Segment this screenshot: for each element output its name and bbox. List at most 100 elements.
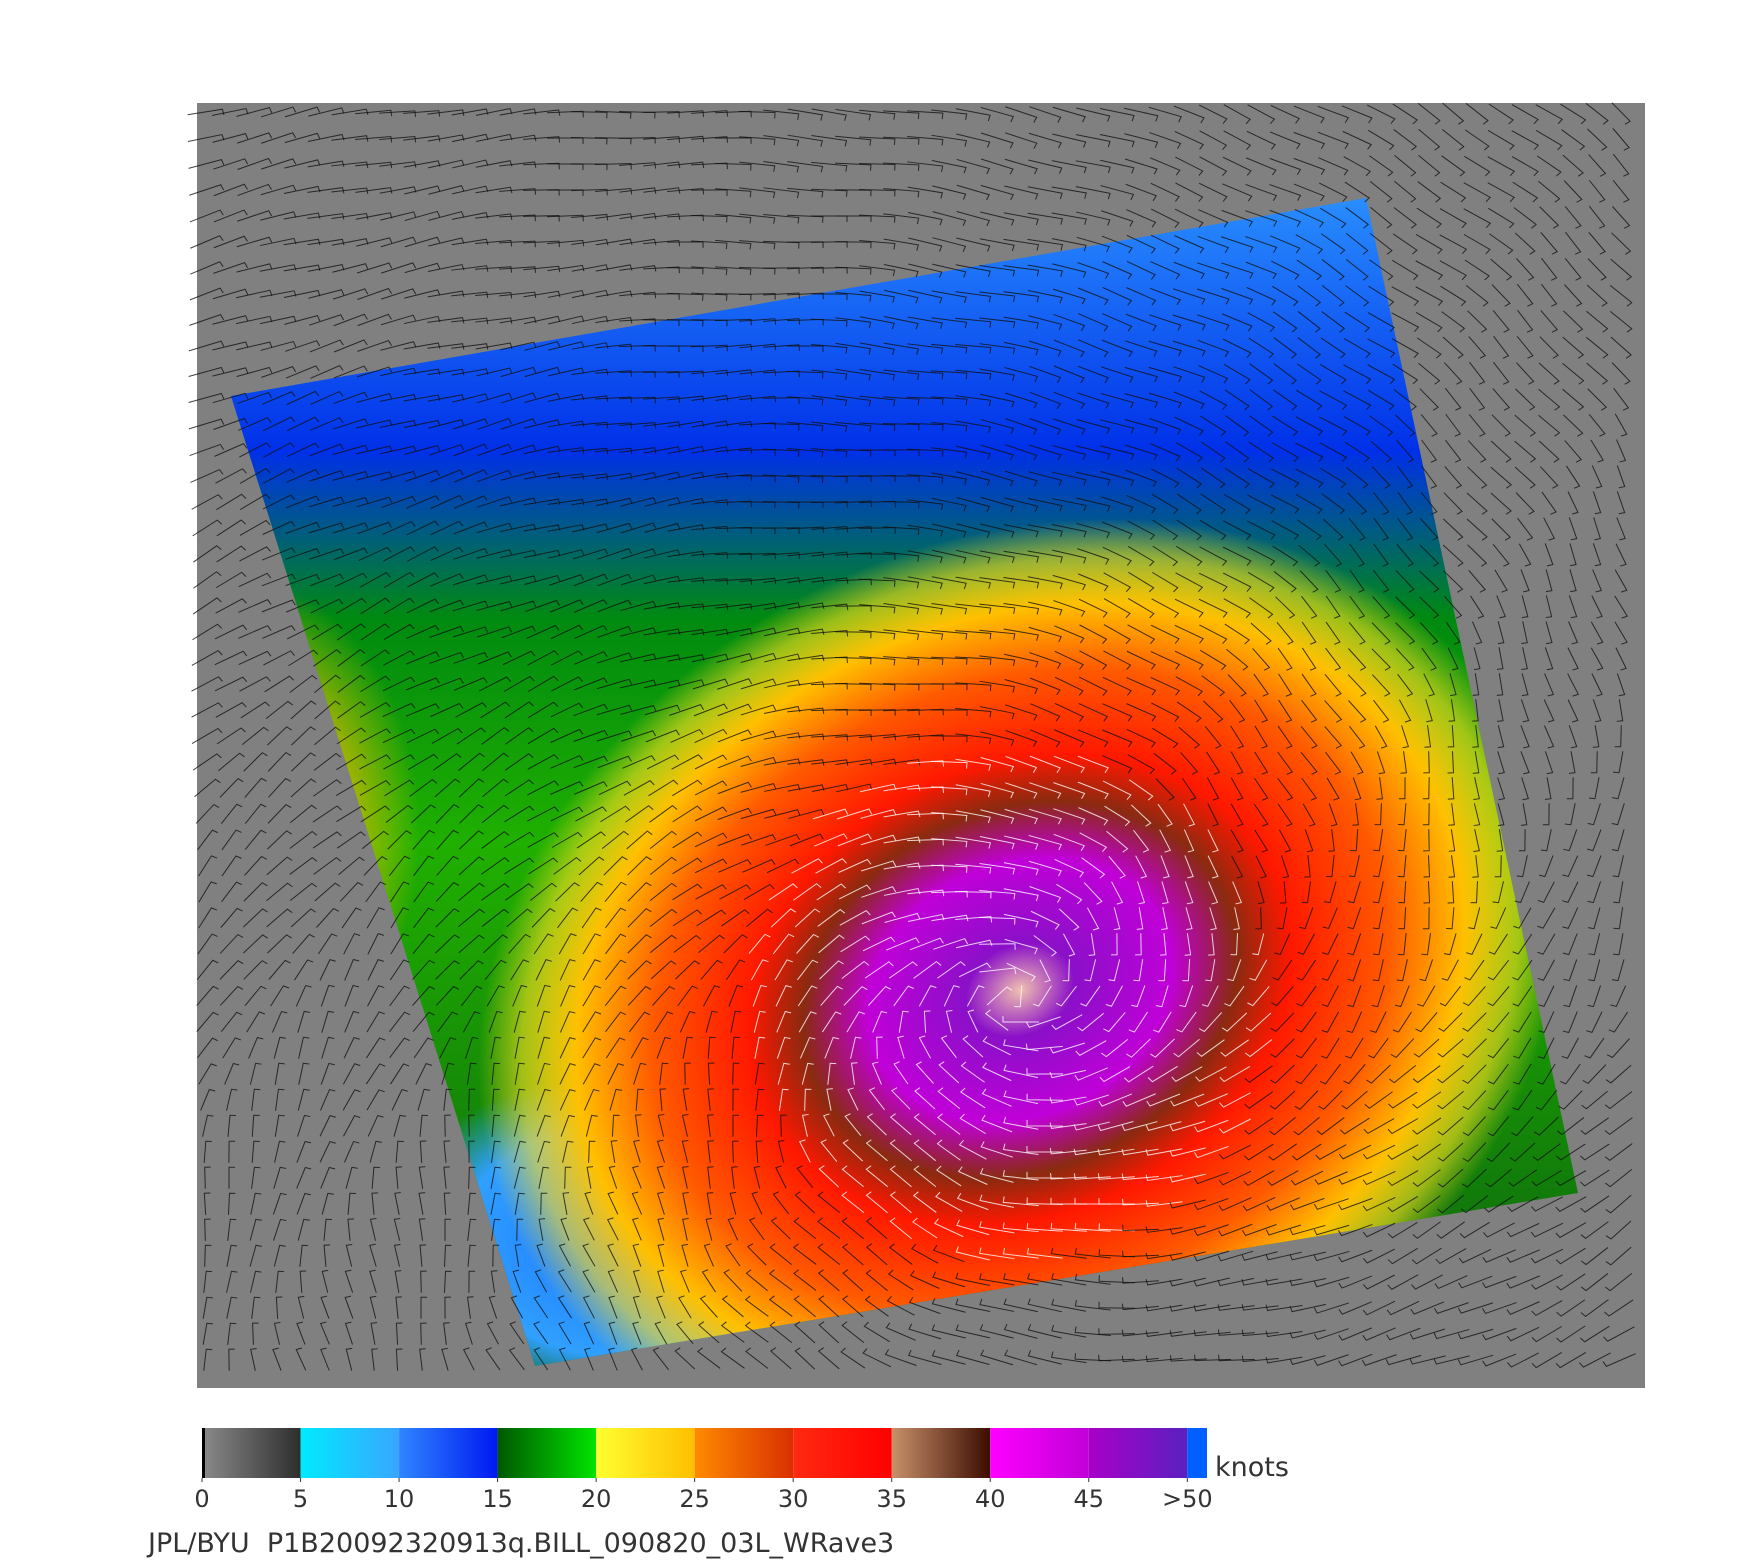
wind-barb [198, 1063, 217, 1085]
wind-barb [1078, 703, 1109, 722]
wind-barb [219, 933, 244, 954]
wind-barb [1464, 259, 1490, 281]
wind-barb [1466, 492, 1488, 515]
wind-barb [1613, 933, 1624, 956]
wind-barb [1613, 387, 1630, 411]
wind-barb [1338, 1223, 1373, 1237]
wind-barb [959, 1087, 986, 1109]
wind-barb [1421, 933, 1432, 956]
wind-barb [412, 985, 436, 1006]
wind-barb [1126, 287, 1157, 306]
wind-barb [506, 908, 533, 928]
wind-barb [667, 267, 704, 275]
wind-barb [835, 162, 872, 171]
wind-barb [846, 1011, 865, 1033]
wind-barb [1150, 261, 1181, 280]
wind-barb [1101, 210, 1134, 227]
wind-barb [213, 235, 248, 249]
wind-barb [644, 679, 681, 689]
wind-barb [1273, 363, 1298, 385]
wind-barb [1325, 569, 1342, 593]
wind-barb [382, 702, 416, 718]
wind-barb [715, 447, 753, 455]
wind-barb [1295, 442, 1324, 462]
wind-barb [835, 526, 873, 533]
wind-barb [266, 856, 293, 876]
wind-barb [1345, 258, 1369, 281]
wind-barb [931, 838, 968, 848]
wind-barb [1269, 131, 1301, 150]
wind-barb [715, 343, 753, 351]
wind-barb [1347, 881, 1361, 904]
wind-barb [1611, 959, 1625, 982]
wind-barb [235, 315, 273, 325]
wind-barb [923, 1010, 931, 1033]
wind-barb [931, 914, 969, 922]
wind-barb [798, 1139, 811, 1163]
wind-barb [980, 132, 1014, 149]
wind-barb [444, 1218, 452, 1241]
wind-barb [595, 422, 633, 429]
wind-barb [1176, 467, 1203, 489]
wind-barb [1347, 907, 1362, 930]
wind-barb [1296, 389, 1323, 411]
wind-barb [931, 864, 968, 873]
wind-barb [755, 1140, 763, 1163]
wind-barb [1590, 621, 1604, 645]
wind-barb [1271, 986, 1294, 1007]
wind-barb [1174, 130, 1205, 150]
wind-barb [1371, 985, 1385, 1008]
wind-barb [369, 1140, 382, 1163]
wind-barb [619, 472, 657, 480]
wind-barb [383, 623, 415, 640]
wind-barb [1605, 1272, 1633, 1292]
wind-barb [1482, 1353, 1517, 1367]
wind-barb [585, 1114, 598, 1137]
wind-barb [717, 781, 752, 795]
wind-barb [1468, 570, 1486, 593]
wind-barb [1248, 441, 1275, 463]
wind-barb [907, 889, 945, 897]
wind-barb [586, 1166, 594, 1189]
wind-barb [823, 1113, 835, 1137]
wind-barb [630, 1347, 643, 1371]
wind-barb [707, 1166, 714, 1189]
wind-barb [931, 576, 967, 590]
wind-barb [1463, 234, 1491, 255]
wind-barb [817, 1217, 841, 1239]
wind-barb [682, 1218, 689, 1241]
wind-barb [670, 728, 704, 743]
wind-barb [667, 161, 705, 169]
wind-barb [1564, 205, 1582, 229]
wind-barb [238, 599, 272, 613]
wind-barb [1487, 959, 1510, 981]
wind-barb [345, 1166, 358, 1189]
wind-barb [1444, 596, 1463, 619]
wind-barb [1121, 1121, 1158, 1132]
wind-barb [1005, 729, 1038, 747]
wind-barb [428, 237, 465, 247]
wind-barb [955, 420, 991, 433]
wind-barb [1207, 855, 1219, 879]
wind-barb [715, 213, 752, 224]
wind-barb [1150, 1038, 1175, 1058]
wind-barb [597, 573, 632, 587]
wind-barb [1513, 207, 1537, 229]
wind-barb [907, 550, 943, 564]
wind-barb [1033, 935, 1057, 957]
wind-barb [1223, 520, 1252, 540]
wind-barb [1321, 959, 1339, 981]
wind-barb [1467, 466, 1488, 489]
wind-barb [1222, 572, 1252, 592]
wind-barb [248, 1036, 264, 1059]
wind-barb [826, 1088, 833, 1111]
wind-barb [847, 1087, 859, 1111]
wind-barb [1473, 829, 1480, 852]
wind-barb [691, 578, 729, 585]
wind-barb [883, 396, 920, 406]
wind-barb [1580, 1273, 1609, 1292]
wind-barb [1102, 676, 1132, 696]
wind-barb [1295, 494, 1323, 515]
wind-barb [1590, 751, 1598, 774]
wind-barb [1537, 907, 1556, 929]
